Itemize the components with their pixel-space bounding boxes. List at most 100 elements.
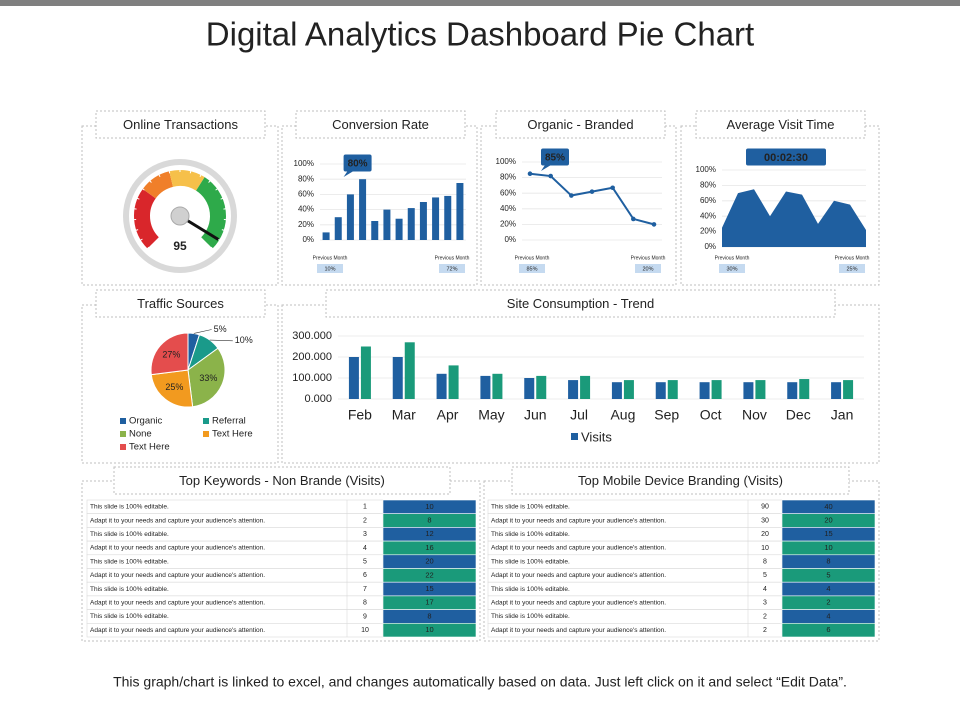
x-tick-label: Jul — [570, 407, 588, 423]
table-cell: 5 — [363, 558, 367, 565]
bar — [334, 217, 342, 240]
top-bar — [0, 0, 960, 6]
gauge-notch — [135, 229, 139, 231]
table-cell: 20 — [761, 531, 769, 538]
panel-title: Site Consumption - Trend — [507, 296, 654, 311]
table-cell: 22 — [425, 570, 433, 579]
callout-pointer — [343, 171, 354, 177]
y-tick-label: 80% — [500, 173, 516, 182]
table-cell: Adapt it to your needs and capture your … — [491, 599, 666, 606]
bar — [436, 373, 447, 399]
legend-label: Referral — [212, 416, 246, 427]
bar — [432, 197, 440, 240]
bar — [346, 194, 354, 240]
table-cell: 7 — [363, 586, 367, 593]
pie-leader — [209, 339, 233, 342]
legend-label: Text Here — [129, 442, 170, 453]
panel-title: Top Keywords - Non Brande (Visits) — [179, 473, 385, 488]
y-tick-label: 60% — [500, 188, 516, 197]
bar — [536, 375, 547, 399]
table-cell: This slide is 100% editable. — [491, 558, 570, 565]
table-cell: Adapt it to your needs and capture your … — [90, 599, 265, 606]
footer-caption: Previous Month — [515, 255, 550, 261]
x-tick-label: Apr — [437, 407, 459, 423]
table-cell: This slide is 100% editable. — [90, 504, 169, 511]
legend-swatch — [203, 418, 209, 424]
legend-swatch — [571, 433, 578, 440]
pie-label: 33% — [199, 373, 217, 383]
bar — [743, 382, 754, 399]
table-cell: 1 — [363, 504, 367, 511]
table-cell: This slide is 100% editable. — [90, 613, 169, 620]
bar — [348, 357, 359, 399]
table-cell: This slide is 100% editable. — [491, 504, 570, 511]
bar — [699, 382, 710, 399]
table-cell: 8 — [363, 600, 367, 607]
bar — [456, 183, 464, 240]
table-cell: 2 — [826, 598, 830, 607]
bar — [580, 375, 591, 399]
panel-title: Organic - Branded — [527, 117, 633, 132]
bar — [359, 179, 367, 240]
table-cell: 10 — [425, 625, 433, 634]
legend-label: Text Here — [212, 429, 253, 440]
bar — [843, 380, 854, 399]
table-cell: 12 — [425, 529, 433, 538]
bar — [611, 382, 622, 399]
gauge-band — [169, 170, 205, 191]
panel-title: Average Visit Time — [727, 117, 835, 132]
x-tick-label: Mar — [392, 407, 416, 423]
footer-value: 10% — [324, 266, 335, 272]
table-cell: 15 — [824, 529, 832, 538]
bar — [755, 380, 766, 399]
bar — [799, 379, 810, 399]
y-tick-label: 300.000 — [292, 330, 332, 342]
line-point — [610, 185, 615, 191]
table-cell: 4 — [763, 586, 767, 593]
bar — [492, 373, 503, 399]
panel-tab — [325, 289, 836, 318]
table-cell: 10 — [761, 545, 769, 552]
gauge-notch — [168, 170, 171, 174]
panel-tab — [295, 110, 466, 139]
table-cell: 2 — [363, 517, 367, 524]
table-cell: This slide is 100% editable. — [491, 613, 570, 620]
gauge-notch — [210, 246, 214, 250]
callout-box — [541, 148, 569, 166]
table-cell: 3 — [763, 600, 767, 607]
bar — [524, 378, 535, 399]
panel-tab — [695, 110, 866, 139]
table-cell: 15 — [425, 584, 433, 593]
gauge-notch — [189, 170, 192, 174]
callout-pointer — [541, 165, 551, 171]
line-point — [527, 171, 533, 176]
bar — [448, 365, 459, 399]
panel-tab — [113, 466, 451, 495]
y-tick-label: 200.000 — [292, 351, 332, 363]
line-point — [589, 189, 595, 194]
table-cell: 10 — [425, 502, 433, 511]
y-tick-label: 40% — [500, 204, 516, 213]
panel-tab — [511, 466, 850, 495]
legend-label: Visits — [581, 429, 612, 444]
callout-box — [746, 148, 826, 166]
y-tick-label: 80% — [700, 181, 716, 190]
bar — [831, 382, 842, 399]
panel — [480, 125, 677, 286]
footer-pill — [839, 264, 865, 273]
table-cell: 6 — [363, 572, 367, 579]
x-tick-label: Feb — [348, 407, 372, 423]
legend-swatch — [120, 444, 126, 450]
table-cell: Adapt it to your needs and capture your … — [491, 627, 666, 634]
table-value-cell — [781, 622, 876, 638]
gauge-notch — [215, 187, 219, 191]
table-cell: 8 — [427, 516, 431, 525]
table-cell: 5 — [763, 572, 767, 579]
pie-leader — [193, 329, 212, 334]
table-cell: This slide is 100% editable. — [491, 531, 570, 538]
bar — [392, 357, 403, 399]
y-tick-label: 60% — [700, 196, 716, 205]
area — [722, 189, 866, 247]
table-cell: This slide is 100% editable. — [90, 531, 169, 538]
y-tick-label: 60% — [298, 190, 314, 199]
